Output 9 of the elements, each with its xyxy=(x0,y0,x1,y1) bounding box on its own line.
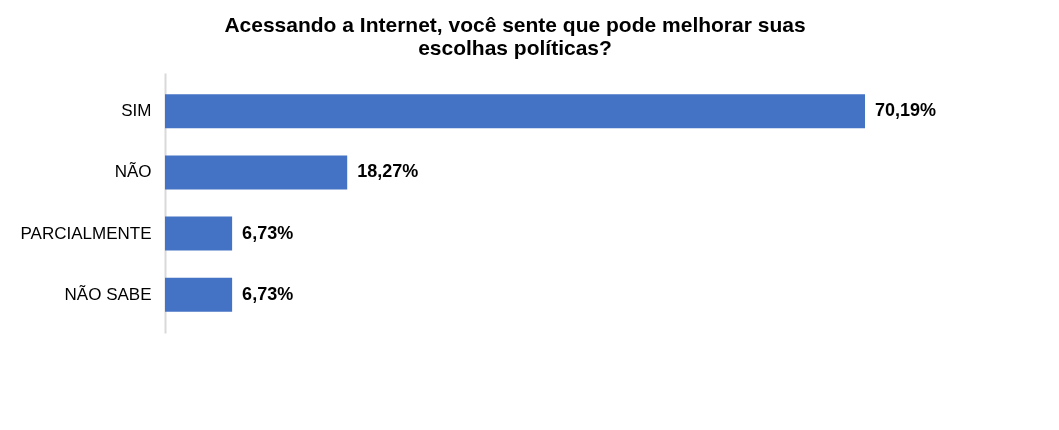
y-tick-label: NÃO xyxy=(114,162,152,182)
data-label: 18,27% xyxy=(357,161,419,182)
chart-title: Acessando a Internet, você sente que pode melhorar suas escolhas políticas? xyxy=(224,13,806,59)
data-label: 6,73% xyxy=(242,283,294,304)
data-label: 6,73% xyxy=(242,222,294,243)
y-tick-label: SIM xyxy=(121,101,152,121)
y-tick-label: NÃO SABE xyxy=(64,284,152,304)
y-tick-label: PARCIALMENTE xyxy=(20,223,152,243)
data-label: 70,19% xyxy=(875,100,937,121)
